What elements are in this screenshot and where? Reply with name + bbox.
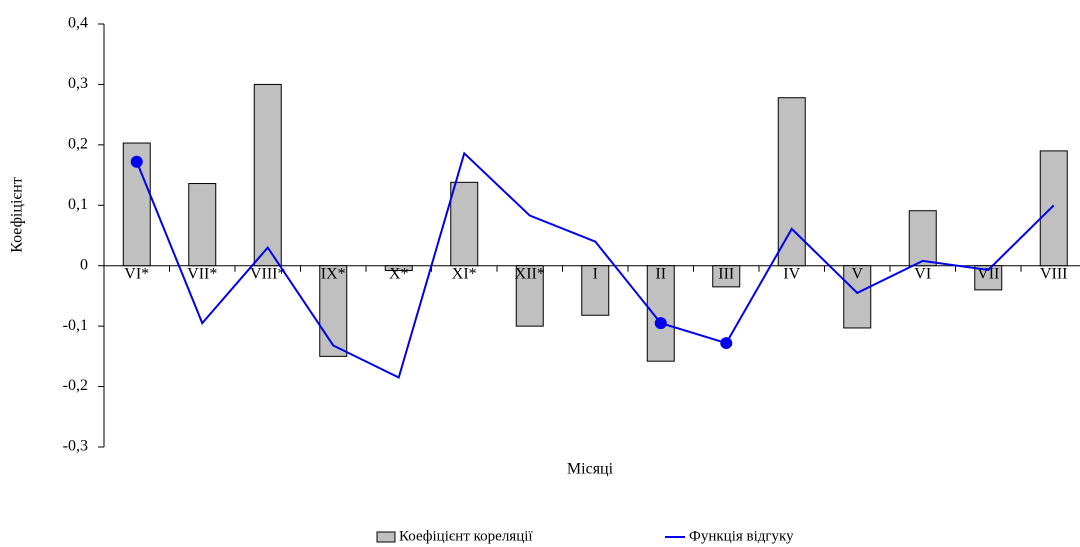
x-tick-label: VII* [187,265,217,282]
bar [908,210,937,267]
y-tick-label: 0 [80,256,88,273]
bar [777,97,806,267]
bar [1039,150,1068,267]
line [135,151,1055,379]
x-tick-label: X* [389,265,409,282]
y-tick-label: 0,2 [68,136,88,153]
bar [253,83,282,267]
y-tick-label: -0,1 [63,317,88,334]
x-tick-label: XII* [515,265,545,282]
bar [712,265,741,288]
bar [319,265,348,357]
bar [384,265,413,272]
x-tick-label: VI* [124,265,149,282]
x-tick-label: II [655,265,666,282]
line-marker [720,337,733,350]
x-tick-label: IV [783,265,800,282]
y-tick-label: 0,4 [68,15,88,32]
x-tick-label: I [593,265,598,282]
y-tick-label: 0,3 [68,75,88,92]
x-tick-label: VI [914,265,931,282]
legend-label: Коефіцієнт кореляції [399,528,533,544]
x-tick-label: VIII* [250,265,286,282]
bar [843,265,872,329]
line-marker [130,155,143,168]
x-tick-label: XI* [452,265,477,282]
line-marker [654,317,667,330]
y-tick-label: -0,3 [63,438,88,455]
legend-label: Функція відгуку [689,528,794,544]
x-tick-label: V [851,265,863,282]
bar [188,183,217,267]
x-tick-label: IX* [321,265,346,282]
x-axis-title: Місяці [567,461,614,478]
legend-swatch [376,531,396,543]
y-tick-label: 0,1 [68,196,88,213]
bar [450,181,479,267]
x-tick-label: VIII [1040,265,1068,282]
bar [515,265,544,327]
y-tick-label: -0,2 [63,377,88,394]
x-tick-label: III [718,265,734,282]
bar [581,265,610,316]
y-axis-title: Коефіцієнт [9,177,26,253]
